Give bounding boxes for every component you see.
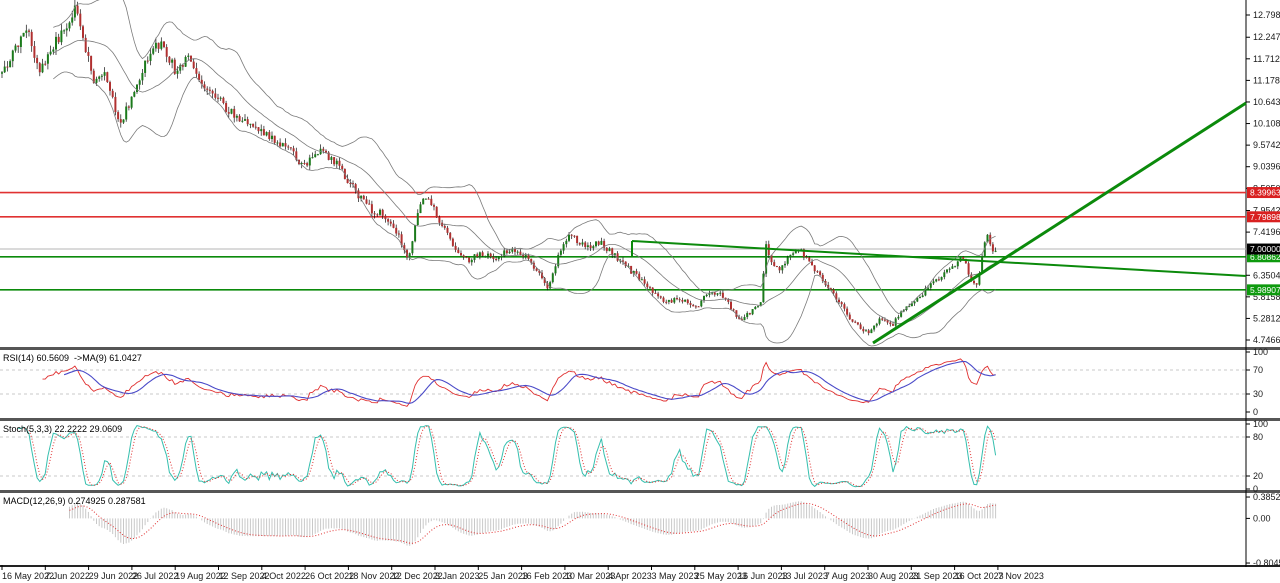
svg-text:7 Nov 2023: 7 Nov 2023 [998, 571, 1044, 581]
svg-text:10.10880: 10.10880 [1253, 119, 1280, 129]
bollinger-bands [53, 0, 996, 347]
svg-text:5.81580: 5.81580 [1253, 292, 1280, 302]
svg-text:0: 0 [1253, 407, 1258, 417]
horizontal-level-lines[interactable] [0, 191, 1246, 291]
svg-text:6.35040: 6.35040 [1253, 270, 1280, 280]
svg-text:8.39963: 8.39963 [1250, 188, 1280, 198]
rsi-panel: 100 70 30 0 [0, 347, 1268, 417]
current-price-badge: 7.00000 [1247, 243, 1280, 255]
svg-text:30: 30 [1253, 389, 1263, 399]
ascending-trendline[interactable] [872, 101, 1247, 345]
svg-text:0.385255: 0.385255 [1253, 492, 1280, 502]
svg-text:30 Aug 2023: 30 Aug 2023 [868, 571, 919, 581]
descending-trendline[interactable] [631, 240, 1247, 277]
svg-text:16 Jun 2023: 16 Jun 2023 [738, 571, 788, 581]
svg-text:19 Aug 2022: 19 Aug 2022 [175, 571, 226, 581]
panel-separators [0, 0, 1280, 567]
svg-text:12 Sep 2022: 12 Sep 2022 [219, 571, 270, 581]
rsi-indicator-label: RSI(14) 60.5609 ->MA(9) 61.0427 [3, 353, 142, 363]
svg-text:80: 80 [1253, 432, 1263, 442]
svg-text:16 Feb 2023: 16 Feb 2023 [522, 571, 573, 581]
trendlines[interactable] [631, 101, 1247, 345]
svg-text:9.57420: 9.57420 [1253, 140, 1280, 150]
svg-text:18 Nov 2022: 18 Nov 2022 [348, 571, 399, 581]
svg-text:100: 100 [1253, 419, 1268, 429]
svg-text:4 Apr 2023: 4 Apr 2023 [608, 571, 652, 581]
svg-text:5.28120: 5.28120 [1253, 313, 1280, 323]
svg-text:16 Oct 2023: 16 Oct 2023 [955, 571, 1004, 581]
svg-text:3 May 2023: 3 May 2023 [652, 571, 699, 581]
svg-text:29 Jun 2022: 29 Jun 2022 [89, 571, 139, 581]
price-badge-8.39963: 8.39963 [1247, 187, 1280, 199]
svg-text:10 Mar 2023: 10 Mar 2023 [565, 571, 616, 581]
stoch-indicator-label: Stoch(5,3,3) 22.2222 29.0609 [3, 424, 123, 434]
svg-text:12.24720: 12.24720 [1253, 32, 1280, 42]
svg-text:20: 20 [1253, 471, 1263, 481]
svg-text:100: 100 [1253, 347, 1268, 357]
candles [1, 0, 997, 336]
price-badge-7.79898: 7.79898 [1247, 211, 1280, 223]
svg-text:13 Jul 2023: 13 Jul 2023 [781, 571, 828, 581]
svg-text:26 Jul 2022: 26 Jul 2022 [132, 571, 179, 581]
svg-text:3 Jan 2023: 3 Jan 2023 [435, 571, 480, 581]
svg-text:10.64340: 10.64340 [1253, 97, 1280, 107]
svg-text:11.17800: 11.17800 [1253, 75, 1280, 85]
svg-text:0: 0 [1253, 484, 1258, 494]
price-axis: 12.79800 12.24720 11.71260 11.17800 10.64340… [1246, 10, 1280, 345]
svg-text:25 May 2023: 25 May 2023 [695, 571, 747, 581]
macd-panel: 0.385255 0.00 -0.804576 [69, 492, 1280, 568]
svg-text:70: 70 [1253, 365, 1263, 375]
svg-text:9.03960: 9.03960 [1253, 162, 1280, 172]
svg-text:12 Dec 2022: 12 Dec 2022 [392, 571, 443, 581]
price-badge-6.80862: 6.80862 [1247, 251, 1280, 263]
svg-text:7 Aug 2023: 7 Aug 2023 [825, 571, 871, 581]
svg-text:0.00: 0.00 [1253, 513, 1271, 523]
svg-text:7.95420: 7.95420 [1253, 206, 1280, 216]
macd-indicator-label: MACD(12,26,9) 0.274925 0.287581 [3, 496, 146, 506]
svg-text:-0.804576: -0.804576 [1253, 558, 1280, 568]
svg-text:4 Oct 2022: 4 Oct 2022 [262, 571, 306, 581]
svg-text:11.71260: 11.71260 [1253, 54, 1280, 64]
svg-text:6.80862: 6.80862 [1250, 252, 1280, 262]
svg-text:12.79800: 12.79800 [1253, 10, 1280, 20]
svg-text:16 May 2022: 16 May 2022 [2, 571, 54, 581]
svg-text:7 Jun 2022: 7 Jun 2022 [45, 571, 90, 581]
svg-text:26 Oct 2022: 26 Oct 2022 [305, 571, 354, 581]
svg-text:7.41960: 7.41960 [1253, 227, 1280, 237]
price-badge-5.98907: 5.98907 [1247, 284, 1280, 296]
svg-text:21 Sep 2023: 21 Sep 2023 [911, 571, 962, 581]
svg-text:25 Jan 2023: 25 Jan 2023 [478, 571, 528, 581]
stoch-panel: 100 80 20 0 [0, 419, 1268, 494]
svg-text:4.74660: 4.74660 [1253, 335, 1280, 345]
svg-text:5.98907: 5.98907 [1250, 285, 1280, 295]
svg-text:7.79898: 7.79898 [1250, 212, 1280, 222]
svg-text:7.00000: 7.00000 [1250, 244, 1280, 254]
